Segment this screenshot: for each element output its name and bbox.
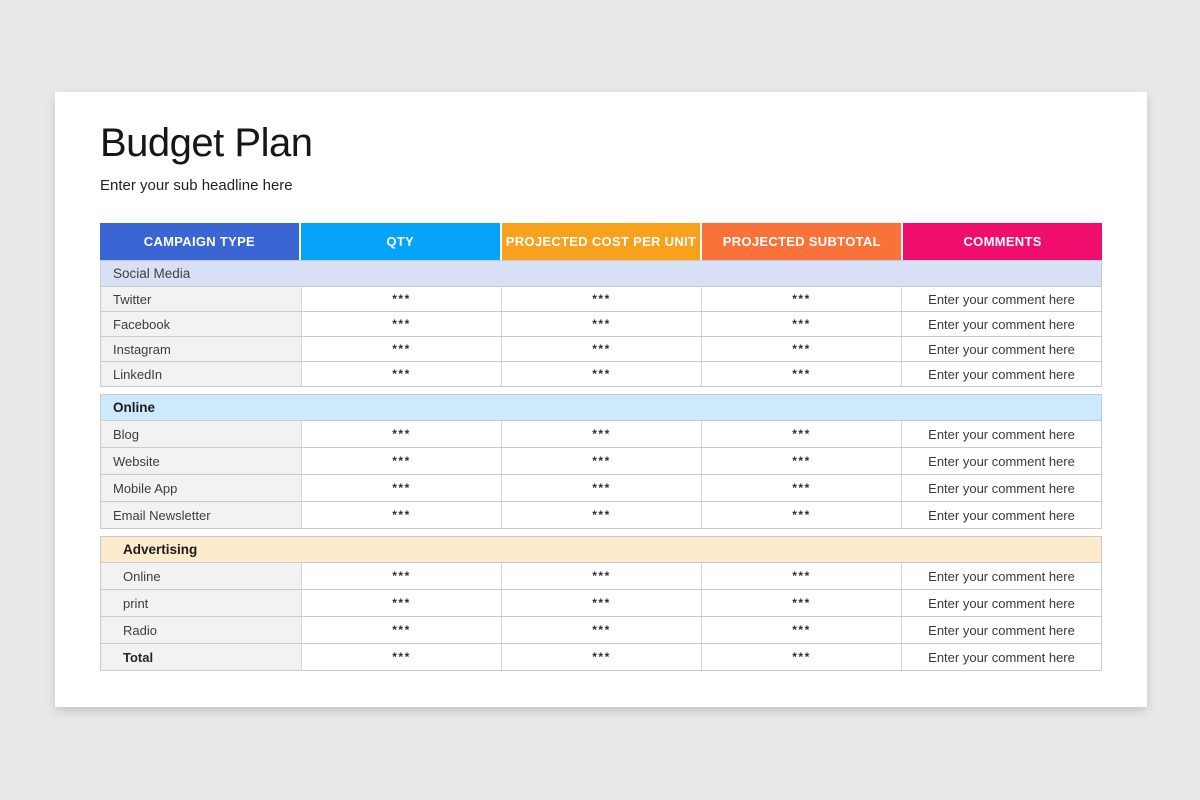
table-section-online: Online Blog *** *** *** Enter your comment he…	[100, 394, 1102, 529]
table-row: Blog *** *** *** Enter your comment here	[101, 420, 1101, 447]
section-spacer	[100, 529, 1102, 536]
comment-cell[interactable]: Enter your comment here	[901, 312, 1101, 336]
subtotal-cell[interactable]: ***	[701, 617, 901, 643]
subtotal-cell[interactable]: ***	[701, 475, 901, 501]
qty-cell[interactable]: ***	[301, 362, 501, 386]
table-header-cell-campaign-type: CAMPAIGN TYPE	[100, 223, 299, 260]
qty-cell[interactable]: ***	[301, 563, 501, 589]
table-header-cell-projected-cost-per-unit: PROJECTED COST PER UNIT	[501, 223, 701, 260]
row-label-cell: Mobile App	[101, 475, 301, 501]
row-label-cell: Website	[101, 448, 301, 474]
qty-cell[interactable]: ***	[301, 590, 501, 616]
table-section-advertising: Advertising Online *** *** *** Enter your com…	[100, 536, 1102, 671]
table-header-cell-projected-subtotal: PROJECTED SUBTOTAL	[702, 223, 902, 260]
page-title: Budget Plan	[100, 121, 313, 165]
table-header-cell-comments: COMMENTS	[903, 223, 1102, 260]
page-subtitle: Enter your sub headline here	[100, 177, 293, 194]
qty-cell[interactable]: ***	[301, 287, 501, 311]
cost-cell[interactable]: ***	[501, 448, 701, 474]
row-label-cell: Radio	[101, 617, 301, 643]
table-row: LinkedIn *** *** *** Enter your comment here	[101, 361, 1101, 386]
cost-cell[interactable]: ***	[501, 644, 701, 670]
comment-cell[interactable]: Enter your comment here	[901, 337, 1101, 361]
row-label-cell: Total	[101, 644, 301, 670]
row-label-cell: Instagram	[101, 337, 301, 361]
cost-cell[interactable]: ***	[501, 287, 701, 311]
table-row: Radio *** *** *** Enter your comment here	[101, 616, 1101, 643]
subtotal-cell[interactable]: ***	[701, 590, 901, 616]
cost-cell[interactable]: ***	[501, 337, 701, 361]
slide-content: Budget Plan Enter your sub headline here…	[55, 92, 1147, 671]
table-row: Facebook *** *** *** Enter your comment here	[101, 311, 1101, 336]
section-band: Online	[101, 395, 1101, 420]
cost-cell[interactable]: ***	[501, 421, 701, 447]
comment-cell[interactable]: Enter your comment here	[901, 475, 1101, 501]
comment-cell[interactable]: Enter your comment here	[901, 644, 1101, 670]
qty-cell[interactable]: ***	[301, 644, 501, 670]
table-row: Twitter *** *** *** Enter your comment here	[101, 286, 1101, 311]
cost-cell[interactable]: ***	[501, 502, 701, 528]
qty-cell[interactable]: ***	[301, 502, 501, 528]
subtotal-cell[interactable]: ***	[701, 362, 901, 386]
cost-cell[interactable]: ***	[501, 617, 701, 643]
section-band: Advertising	[101, 537, 1101, 562]
row-label-cell: Online	[101, 563, 301, 589]
table-section-social-media: Social Media Twitter *** *** *** Enter your c…	[100, 260, 1102, 387]
cost-cell[interactable]: ***	[501, 475, 701, 501]
qty-cell[interactable]: ***	[301, 475, 501, 501]
section-band: Social Media	[101, 261, 1101, 286]
table-row: Instagram *** *** *** Enter your comment her…	[101, 336, 1101, 361]
table-body: Social Media Twitter *** *** *** Enter your c…	[100, 260, 1102, 671]
row-label-cell: Email Newsletter	[101, 502, 301, 528]
cost-cell[interactable]: ***	[501, 362, 701, 386]
table-row: Online *** *** *** Enter your comment here	[101, 562, 1101, 589]
subtotal-cell[interactable]: ***	[701, 563, 901, 589]
subtotal-cell[interactable]: ***	[701, 448, 901, 474]
comment-cell[interactable]: Enter your comment here	[901, 502, 1101, 528]
comment-cell[interactable]: Enter your comment here	[901, 448, 1101, 474]
subtotal-cell[interactable]: ***	[701, 421, 901, 447]
qty-cell[interactable]: ***	[301, 617, 501, 643]
subtotal-cell[interactable]: ***	[701, 644, 901, 670]
subtotal-cell[interactable]: ***	[701, 337, 901, 361]
qty-cell[interactable]: ***	[301, 448, 501, 474]
cost-cell[interactable]: ***	[501, 563, 701, 589]
cost-cell[interactable]: ***	[501, 312, 701, 336]
table-header-row: CAMPAIGN TYPE QTY PROJECTED COST PER UNI…	[100, 223, 1102, 260]
row-label-cell: Facebook	[101, 312, 301, 336]
table-row: Website *** *** *** Enter your comment here	[101, 447, 1101, 474]
table-row: print *** *** *** Enter your comment here	[101, 589, 1101, 616]
section-spacer	[100, 387, 1102, 394]
comment-cell[interactable]: Enter your comment here	[901, 421, 1101, 447]
subtotal-cell[interactable]: ***	[701, 312, 901, 336]
comment-cell[interactable]: Enter your comment here	[901, 362, 1101, 386]
comment-cell[interactable]: Enter your comment here	[901, 287, 1101, 311]
cost-cell[interactable]: ***	[501, 590, 701, 616]
slide-card: Budget Plan Enter your sub headline here…	[55, 92, 1147, 707]
table-row: Mobile App *** *** *** Enter your comment he…	[101, 474, 1101, 501]
table-header-cell-qty: QTY	[300, 223, 500, 260]
subtotal-cell[interactable]: ***	[701, 287, 901, 311]
qty-cell[interactable]: ***	[301, 312, 501, 336]
table-row: Email Newsletter *** *** *** Enter your comm…	[101, 501, 1101, 528]
comment-cell[interactable]: Enter your comment here	[901, 617, 1101, 643]
row-label-cell: Twitter	[101, 287, 301, 311]
comment-cell[interactable]: Enter your comment here	[901, 590, 1101, 616]
budget-table: CAMPAIGN TYPE QTY PROJECTED COST PER UNI…	[100, 223, 1102, 671]
subtotal-cell[interactable]: ***	[701, 502, 901, 528]
table-row: Total *** *** *** Enter your comment here	[101, 643, 1101, 670]
comment-cell[interactable]: Enter your comment here	[901, 563, 1101, 589]
row-label-cell: Blog	[101, 421, 301, 447]
qty-cell[interactable]: ***	[301, 421, 501, 447]
row-label-cell: print	[101, 590, 301, 616]
qty-cell[interactable]: ***	[301, 337, 501, 361]
row-label-cell: LinkedIn	[101, 362, 301, 386]
